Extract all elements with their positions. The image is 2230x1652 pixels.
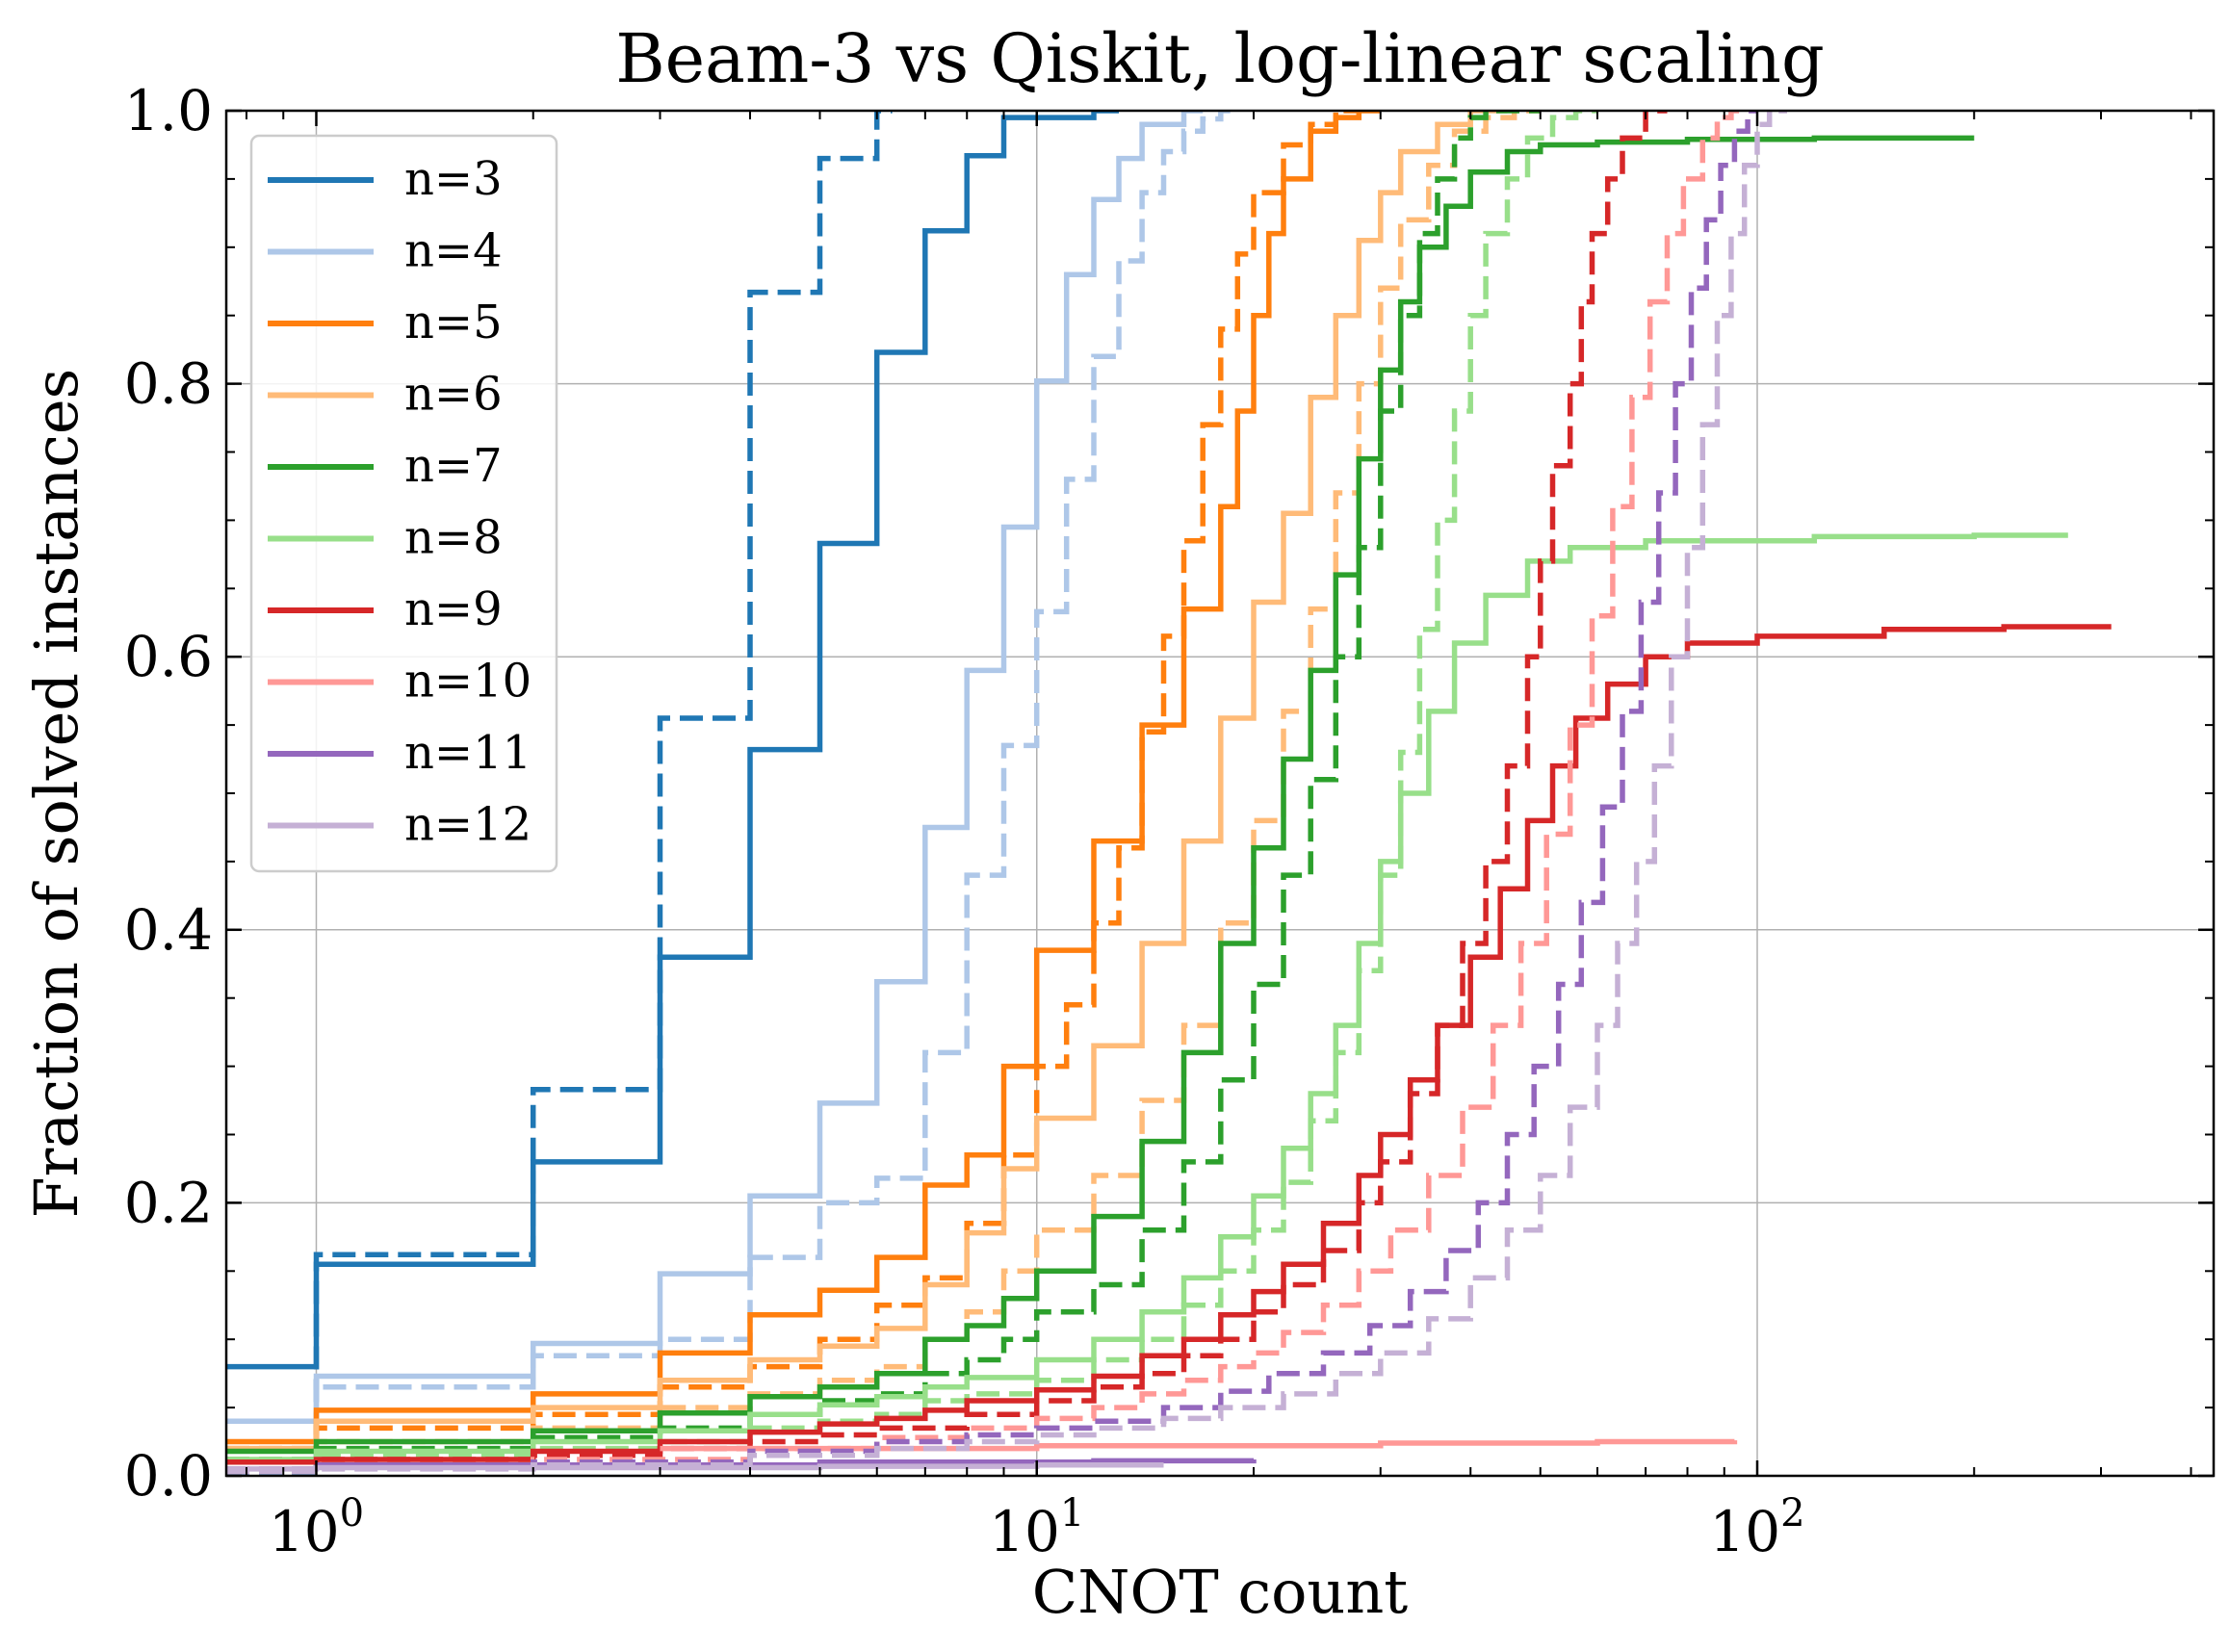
series-n-12-beam3-solid: [226, 1461, 1164, 1472]
x-tick-label: 100: [269, 1491, 364, 1564]
series-n-11-qiskit-dashed: [226, 111, 1757, 1472]
legend-label-n-8: n=8: [404, 511, 503, 565]
legend-label-n-7: n=7: [404, 439, 503, 493]
ticks: 0.0 0.2 0.4 0.6 0.8 1.0 100 101 102: [124, 78, 2214, 1564]
legend-label-n-5: n=5: [404, 296, 503, 349]
series-n-8-beam3-solid: [226, 532, 2068, 1462]
series-n-6-beam3-solid: [226, 111, 1508, 1452]
legend-label-n-10: n=10: [404, 655, 532, 709]
series-lines: [226, 111, 2112, 1476]
legend: n=3 n=4 n=5 n=6 n=7 n=8 n=9 n=10 n=11 n=12: [249, 134, 558, 873]
series-n-3-beam3-solid: [226, 111, 1119, 1370]
legend-label-n-4: n=4: [404, 224, 503, 278]
legend-box: [249, 134, 558, 873]
series-n-3-qiskit-dashed: [226, 111, 893, 1476]
y-axis-label: Fraction of solved instances: [21, 369, 91, 1219]
series-n-10-beam3-solid: [660, 1438, 1738, 1452]
y-tick-label: 0.8: [124, 351, 213, 417]
legend-label-n-9: n=9: [404, 582, 503, 636]
series-n-9-beam3-solid: [226, 624, 2112, 1465]
x-tick-label: 101: [989, 1491, 1084, 1564]
legend-label-n-3: n=3: [404, 152, 503, 206]
series-n-9-qiskit-dashed: [226, 111, 1668, 1465]
legend-label-n-6: n=6: [404, 368, 503, 422]
legend-label-n-12: n=12: [404, 798, 532, 852]
series-n-5-beam3-solid: [226, 111, 1381, 1445]
chart-title: Beam-3 vs Qiskit, log-linear scaling: [615, 19, 1825, 98]
x-tick-label: 102: [1709, 1491, 1804, 1564]
series-n-4-beam3-solid: [226, 111, 1204, 1425]
series-n-12-qiskit-dashed: [226, 111, 1787, 1475]
series-n-4-qiskit-dashed: [226, 111, 1238, 1425]
y-tick-label: 0.2: [124, 1170, 213, 1235]
y-tick-label: 1.0: [124, 78, 213, 143]
y-tick-label: 0.4: [124, 897, 213, 963]
x-axis-label: CNOT count: [1032, 1557, 1408, 1627]
y-tick-label: 0.0: [124, 1443, 213, 1509]
y-tick-label: 0.6: [124, 624, 213, 689]
legend-label-n-11: n=11: [404, 726, 532, 780]
series-n-10-qiskit-dashed: [226, 111, 1745, 1472]
series-n-7-beam3-solid: [226, 135, 1975, 1455]
